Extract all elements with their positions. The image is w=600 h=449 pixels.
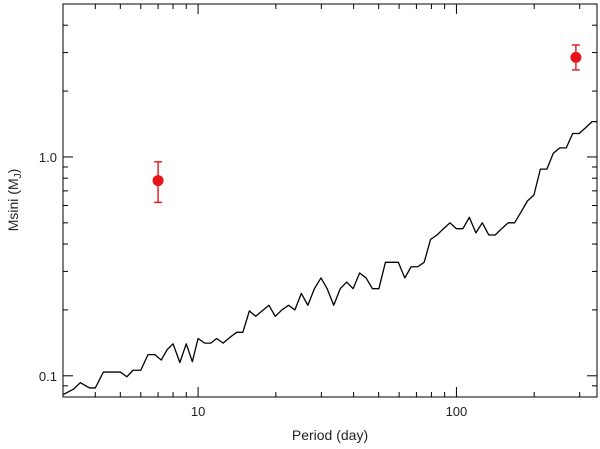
y-axis-title-main: Msini (M [5,178,21,231]
x-tick-label: 100 [446,404,468,419]
y-tick-label: 0.1 [39,369,57,384]
plot-frame [62,3,598,398]
data-point [152,175,164,187]
x-tick-label: 10 [191,404,205,419]
x-axis-title: Period (day) [292,427,368,443]
detection-limit-line [62,121,597,396]
y-axis-title-subscript: J [13,173,24,178]
y-axis-title-close: ) [5,169,21,174]
y-tick-label: 1.0 [39,150,57,165]
data-points [152,44,582,204]
tick-labels: 10 100 0.1 1.0 [39,150,467,419]
data-point [570,51,582,63]
y-axis-title: Msini (MJ) [5,169,24,232]
minor-ticks [62,3,597,398]
major-ticks [63,4,597,397]
